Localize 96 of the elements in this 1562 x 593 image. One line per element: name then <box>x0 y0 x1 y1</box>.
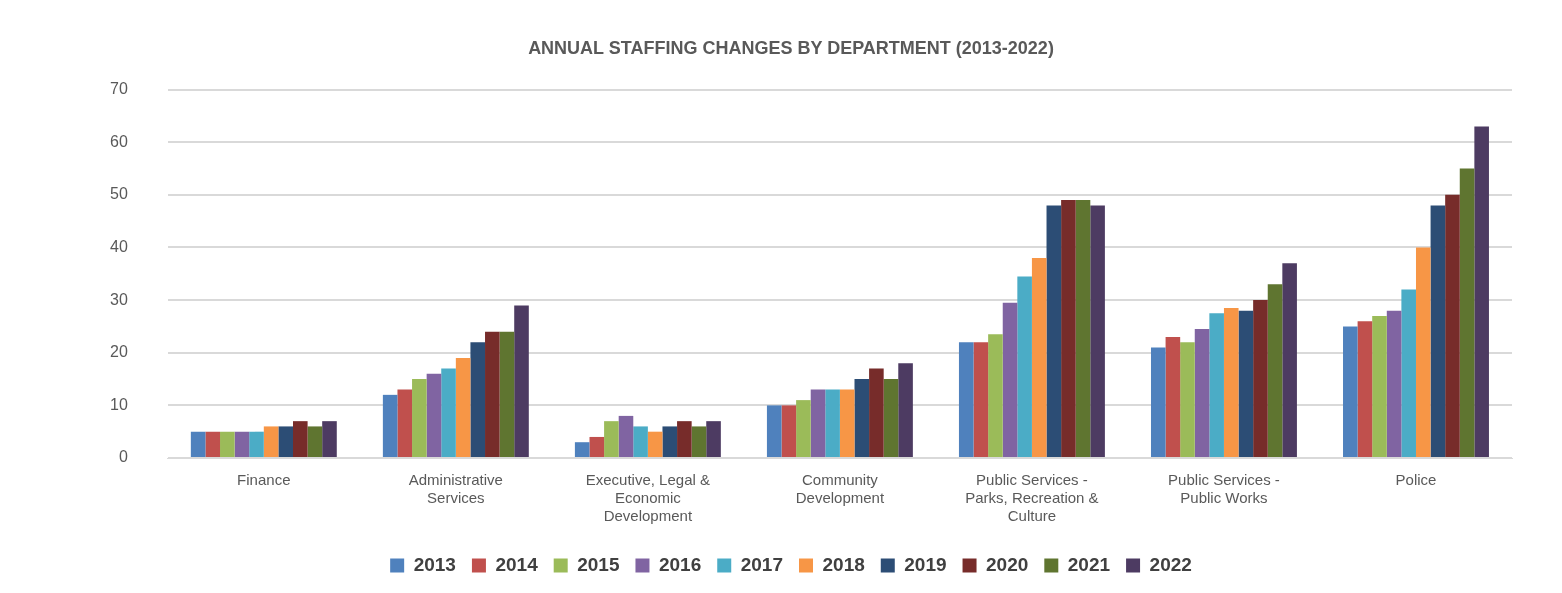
bar <box>973 342 989 457</box>
x-tick-label: Public Services - Parks, Recreation & Culture <box>965 471 1099 525</box>
legend-label: 2021 <box>1067 553 1111 575</box>
bar <box>397 389 413 457</box>
bar <box>1372 315 1387 457</box>
x-tick-label: Police <box>1395 471 1437 489</box>
bar <box>1075 200 1091 457</box>
bar <box>1282 263 1297 457</box>
bar <box>1061 200 1076 457</box>
bar <box>662 426 678 457</box>
bar <box>781 405 797 457</box>
bar <box>205 431 221 457</box>
bar <box>293 421 308 457</box>
bar <box>796 400 811 457</box>
legend-label: 2022 <box>1149 553 1192 575</box>
bar <box>1017 276 1032 457</box>
bar <box>854 379 870 457</box>
bar <box>278 426 293 457</box>
bar <box>1090 205 1105 457</box>
x-tick-label: Finance <box>237 471 291 489</box>
bar <box>1150 347 1166 457</box>
legend-label: 2013 <box>413 553 456 575</box>
bar <box>263 426 279 457</box>
y-tick-label: 50 <box>110 185 128 203</box>
legend-label: 2020 <box>986 553 1029 575</box>
bar <box>589 436 605 457</box>
x-tick-label: Administrative Services <box>408 471 503 507</box>
bar <box>234 431 250 457</box>
legend-label: 2019 <box>904 553 947 575</box>
bar <box>839 389 855 457</box>
y-tick-label: 20 <box>110 343 128 361</box>
bar <box>1430 205 1446 457</box>
bar <box>1002 302 1018 457</box>
bar <box>1031 258 1047 457</box>
x-tick-label: Executive, Legal & Economic Development <box>585 471 710 525</box>
bar <box>485 331 500 457</box>
bar <box>249 431 264 457</box>
bar <box>1267 284 1283 457</box>
bar <box>706 421 721 457</box>
bar <box>1474 126 1489 457</box>
bar <box>322 421 337 457</box>
bar <box>1459 168 1475 457</box>
bar <box>1343 326 1358 457</box>
bar <box>382 394 398 457</box>
bar <box>766 405 782 457</box>
bar <box>633 426 648 457</box>
bar <box>958 342 974 457</box>
bar <box>1415 247 1431 457</box>
x-tick-label: Community Development <box>795 471 885 507</box>
legend-label: 2014 <box>495 553 539 575</box>
bar <box>426 373 442 457</box>
bar <box>455 358 471 457</box>
bar <box>1401 289 1416 457</box>
y-tick-label: 30 <box>110 290 128 308</box>
bar <box>1046 205 1062 457</box>
y-tick-label: 0 <box>118 448 128 466</box>
bar <box>574 442 590 457</box>
bar <box>1238 310 1254 457</box>
y-tick-label: 10 <box>110 395 128 413</box>
legend-label: 2015 <box>577 553 620 575</box>
bar <box>1445 194 1460 457</box>
bar <box>618 415 634 457</box>
bar <box>988 334 1003 457</box>
bar <box>1209 313 1224 457</box>
bar <box>1357 321 1373 457</box>
bar <box>604 421 619 457</box>
bar <box>499 331 515 457</box>
y-tick-label: 60 <box>110 132 128 150</box>
y-tick-label: 40 <box>110 237 128 255</box>
bar <box>190 431 206 457</box>
bar <box>869 368 884 457</box>
legend-label: 2016 <box>658 553 702 575</box>
bar <box>825 389 840 457</box>
bar <box>1194 329 1210 457</box>
bar <box>883 379 899 457</box>
x-tick-label: Public Services - Public Works <box>1168 471 1280 507</box>
legend-label: 2018 <box>822 553 865 575</box>
legend-label: 2017 <box>740 553 784 575</box>
chart-title: ANNUAL STAFFING CHANGES BY DEPARTMENT (2013-2022) <box>528 37 1054 58</box>
bar <box>1165 336 1181 457</box>
y-tick-label: 70 <box>110 80 128 98</box>
bar <box>898 363 913 457</box>
bar <box>677 421 692 457</box>
bar <box>307 426 323 457</box>
bar <box>810 389 826 457</box>
bar <box>647 431 663 457</box>
bar <box>514 305 529 457</box>
bar <box>1180 342 1195 457</box>
bar <box>691 426 707 457</box>
bar <box>441 368 456 457</box>
bar <box>220 431 235 457</box>
bar <box>412 379 427 457</box>
bar <box>1253 300 1268 457</box>
bar <box>1223 308 1239 457</box>
bar <box>470 342 486 457</box>
bar <box>1386 310 1402 457</box>
